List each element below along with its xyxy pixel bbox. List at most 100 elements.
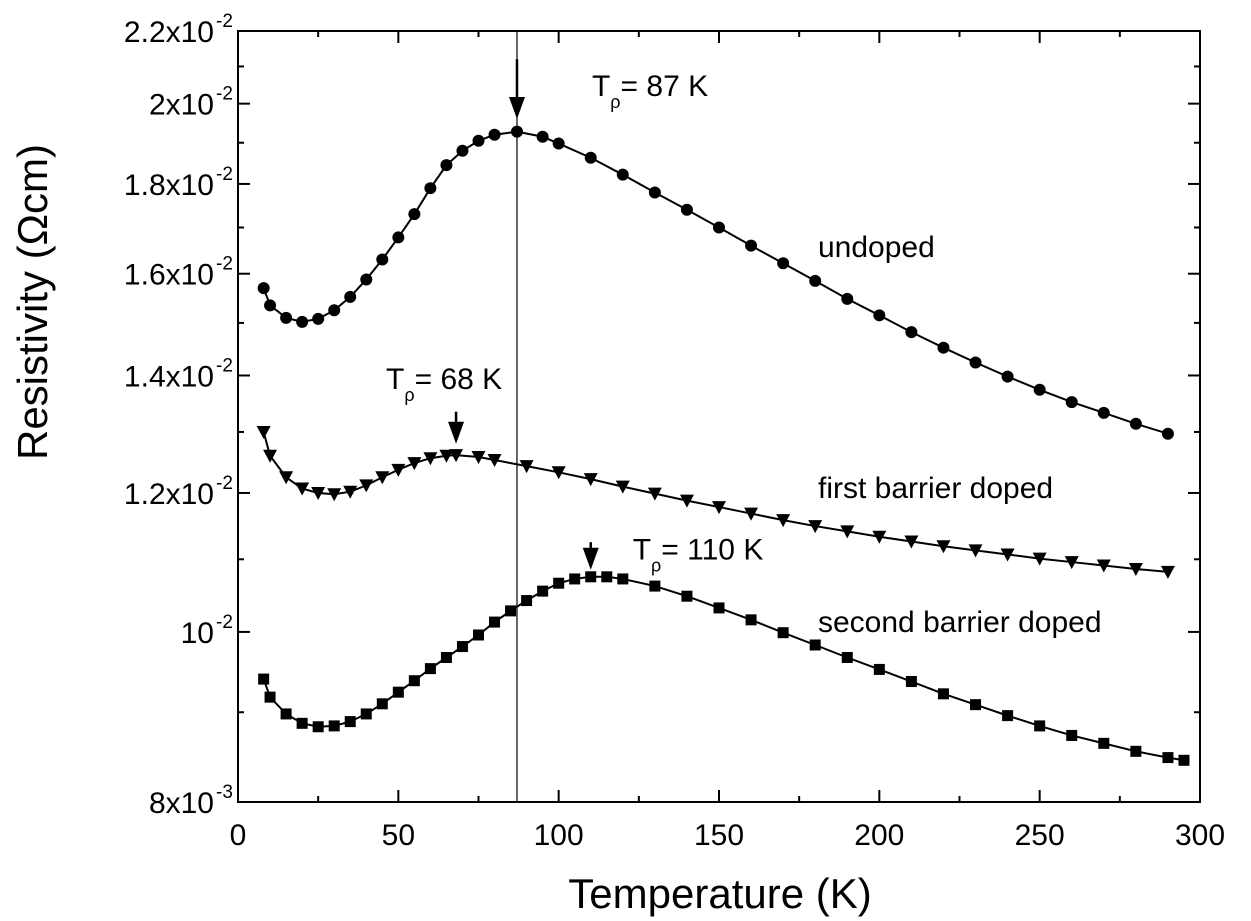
- data-point-circle: [680, 203, 693, 216]
- data-point-triangle: [391, 463, 406, 477]
- y-tick-exponent: -2: [216, 612, 233, 633]
- data-point-triangle: [712, 501, 726, 515]
- data-point-triangle: [407, 457, 422, 471]
- y-tick-exponent: -2: [216, 254, 233, 275]
- y-tick-label: 10: [181, 617, 214, 650]
- data-point-circle: [969, 356, 982, 369]
- data-point-square: [841, 652, 853, 664]
- data-point-triangle: [615, 480, 630, 494]
- data-point-square: [280, 708, 292, 720]
- data-point-square: [1034, 720, 1046, 732]
- data-point-circle: [296, 315, 309, 328]
- plot-border: [237, 30, 1201, 803]
- y-tick-exponent: -3: [216, 782, 233, 803]
- x-tick-label: 250: [1015, 819, 1065, 852]
- data-point-circle: [552, 137, 565, 150]
- x-tick-label: 50: [382, 819, 415, 852]
- data-point-square: [745, 614, 757, 626]
- series-square: second barrier doped: [258, 571, 1190, 766]
- data-point-triangle: [1064, 556, 1079, 570]
- plot-frame: [237, 30, 1201, 803]
- data-point-circle: [616, 168, 629, 181]
- data-point-triangle: [679, 494, 694, 508]
- y-tick-label: 2x10: [149, 89, 214, 122]
- peak-label: Tρ= 68 K: [386, 363, 502, 405]
- data-point-square: [424, 663, 436, 675]
- data-point-square: [392, 686, 404, 698]
- data-point-square: [873, 663, 885, 675]
- data-point-square: [376, 698, 388, 710]
- data-point-square: [505, 605, 517, 617]
- x-axis-label: Temperature (K): [568, 870, 871, 917]
- data-point-circle: [392, 231, 405, 244]
- data-point-triangle: [375, 471, 390, 485]
- data-point-triangle: [1000, 548, 1015, 562]
- y-tick-exponent: -2: [216, 11, 233, 32]
- data-point-square: [809, 639, 821, 651]
- data-point-triangle: [343, 485, 358, 499]
- data-point-square: [440, 652, 452, 664]
- data-point-circle: [456, 144, 469, 157]
- data-point-circle: [360, 273, 373, 286]
- data-point-triangle: [359, 479, 374, 493]
- series-layer: undoped first barrier doped second barrier…: [256, 31, 1190, 802]
- x-tick-label: 100: [534, 819, 584, 852]
- series-triangle-down: first barrier doped: [256, 425, 1175, 579]
- y-tick-label: 1.8x10: [124, 169, 214, 202]
- data-point-circle: [777, 257, 790, 270]
- data-point-triangle: [583, 473, 598, 487]
- series-circle: undoped: [257, 125, 1174, 440]
- data-point-square: [905, 676, 917, 688]
- data-point-square: [569, 573, 581, 585]
- data-point-triangle: [327, 488, 342, 502]
- data-point-circle: [344, 290, 357, 303]
- peak-label: Tρ= 87 K: [592, 70, 708, 112]
- data-point-square: [296, 717, 308, 729]
- data-point-circle: [905, 326, 918, 339]
- y-tick-exponent: -2: [216, 164, 233, 185]
- data-point-square: [713, 602, 725, 614]
- data-point-circle: [472, 134, 485, 147]
- data-point-square: [937, 688, 949, 700]
- data-point-triangle: [295, 482, 310, 496]
- y-tick-exponent: -2: [216, 473, 233, 494]
- data-point-triangle: [744, 507, 759, 521]
- data-point-triangle: [808, 520, 823, 534]
- peak-annotation: Tρ= 68 K: [386, 363, 502, 444]
- data-point-triangle: [263, 449, 278, 463]
- data-point-triangle: [904, 535, 919, 549]
- data-point-triangle: [1096, 559, 1111, 573]
- data-point-square: [617, 573, 629, 585]
- series-label: second barrier doped: [818, 606, 1102, 639]
- data-point-square: [601, 571, 613, 583]
- data-point-circle: [1129, 417, 1142, 430]
- data-point-circle: [424, 182, 437, 195]
- data-point-circle: [408, 208, 421, 221]
- peak-annotation: Tρ= 110 K: [582, 533, 763, 575]
- x-tick-label: 0: [230, 819, 247, 852]
- data-point-square: [264, 691, 276, 703]
- data-point-square: [258, 673, 270, 685]
- data-point-circle: [809, 274, 822, 287]
- data-point-circle: [937, 341, 950, 354]
- data-point-circle: [312, 312, 325, 325]
- y-axis-label: Resistivity (Ωcm): [9, 144, 56, 460]
- y-tick-label: 1.6x10: [124, 259, 214, 292]
- peak-annotation: Tρ= 87 K: [508, 59, 708, 120]
- arrow-head: [582, 547, 599, 570]
- data-point-triangle: [439, 449, 454, 463]
- data-point-square: [649, 580, 661, 592]
- data-point-circle: [1033, 383, 1046, 396]
- data-point-circle: [328, 304, 341, 317]
- data-point-triangle: [1160, 565, 1175, 579]
- data-point-square: [1098, 737, 1110, 749]
- y-tick-label: 1.4x10: [124, 360, 214, 393]
- y-tick-label: 8x10: [149, 787, 214, 820]
- arrow-head: [508, 97, 525, 120]
- series-label: undoped: [818, 231, 935, 264]
- data-point-square: [408, 675, 420, 687]
- data-point-circle: [488, 128, 501, 141]
- data-point-circle: [280, 311, 293, 324]
- data-point-square: [553, 577, 565, 589]
